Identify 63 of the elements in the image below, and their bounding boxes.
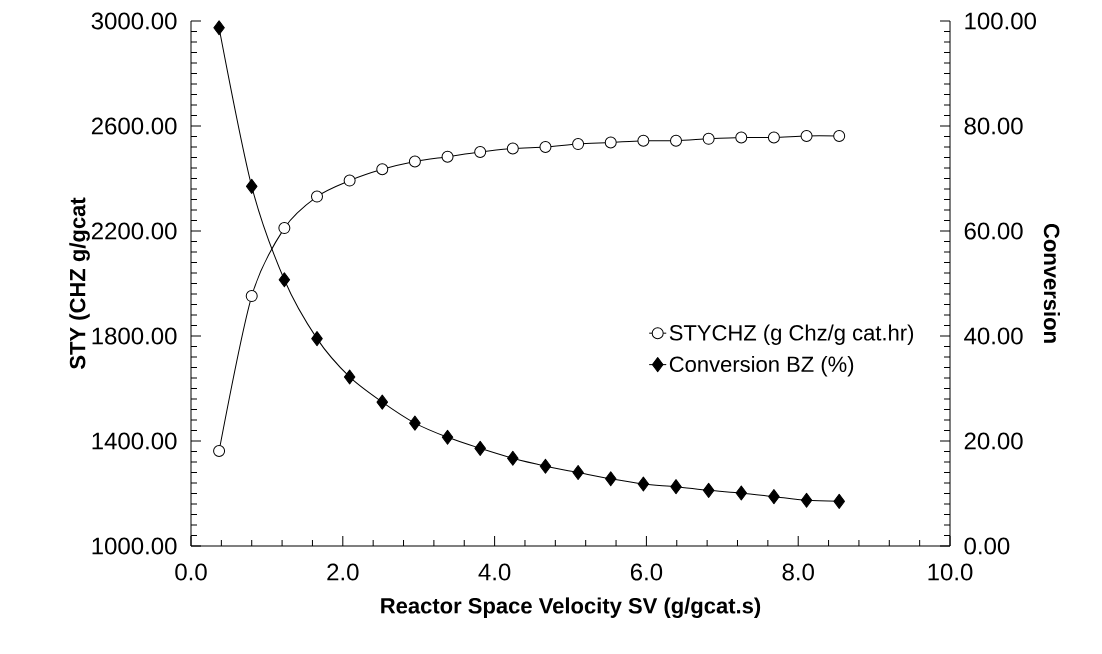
point: [735, 485, 748, 501]
point: [800, 492, 813, 508]
point: [245, 290, 258, 303]
point: [833, 493, 845, 509]
point: [376, 394, 389, 410]
x-tick-label: 0.0: [175, 563, 207, 581]
point: [474, 145, 487, 158]
y2-axis-title: Conversion: [1043, 223, 1060, 343]
point: [278, 272, 291, 288]
point: [441, 429, 454, 445]
point: [408, 155, 421, 168]
point: [507, 450, 519, 466]
x-tick-label: 8.0: [782, 563, 814, 581]
point: [735, 131, 748, 144]
y2-tick-label: 40.00: [964, 327, 1023, 345]
y-tick-label: 1800.00: [92, 327, 177, 345]
point: [213, 444, 226, 457]
point: [278, 222, 291, 235]
point: [604, 136, 617, 149]
point: [670, 134, 683, 147]
point: [702, 132, 715, 145]
point: [670, 479, 682, 495]
point: [637, 134, 650, 147]
point: [768, 489, 780, 505]
y2-tick-label: 80.00: [964, 117, 1023, 135]
y2-tick-label: 20.00: [964, 432, 1023, 450]
point: [343, 174, 356, 187]
y2-tick-label: 100.00: [965, 12, 1036, 30]
point: [474, 440, 486, 456]
x-axis-title: Reactor Space Velocity SV (g/gcat.s): [381, 597, 761, 618]
y-tick-label: 1000.00: [92, 537, 177, 555]
point: [245, 178, 258, 194]
point: [800, 129, 813, 142]
point: [702, 482, 715, 498]
point: [572, 465, 584, 480]
x-tick-label: 4.0: [478, 563, 511, 581]
point: [409, 415, 421, 431]
point: [604, 471, 617, 487]
x-tick-label: 2.0: [327, 563, 359, 581]
point: [343, 369, 356, 385]
point: [539, 458, 552, 474]
point: [637, 476, 650, 492]
point: [539, 141, 552, 153]
y-axis-title: STY (CHZ g/gcat: [69, 197, 90, 370]
x-tick-label: 6.0: [630, 563, 663, 581]
y2-tick-label: 0.00: [964, 537, 1010, 555]
legend-label: STYCHZ (g Chz/g cat.hr): [669, 324, 914, 345]
point: [311, 190, 323, 203]
point: [441, 150, 454, 163]
point: [311, 331, 323, 347]
point: [376, 163, 389, 176]
x-tick-label: 10.0: [928, 563, 973, 581]
point: [213, 20, 225, 36]
y2-tick-label: 60.00: [964, 222, 1023, 240]
legend-label: Conversion BZ (%): [669, 355, 854, 377]
point: [506, 142, 519, 155]
y-tick-label: 3000.00: [91, 12, 177, 30]
y-tick-label: 1400.00: [92, 432, 177, 450]
point: [572, 138, 585, 151]
y-tick-label: 2200.00: [91, 222, 177, 240]
y-tick-label: 2600.00: [91, 117, 177, 135]
point: [833, 129, 846, 142]
point: [767, 131, 780, 144]
